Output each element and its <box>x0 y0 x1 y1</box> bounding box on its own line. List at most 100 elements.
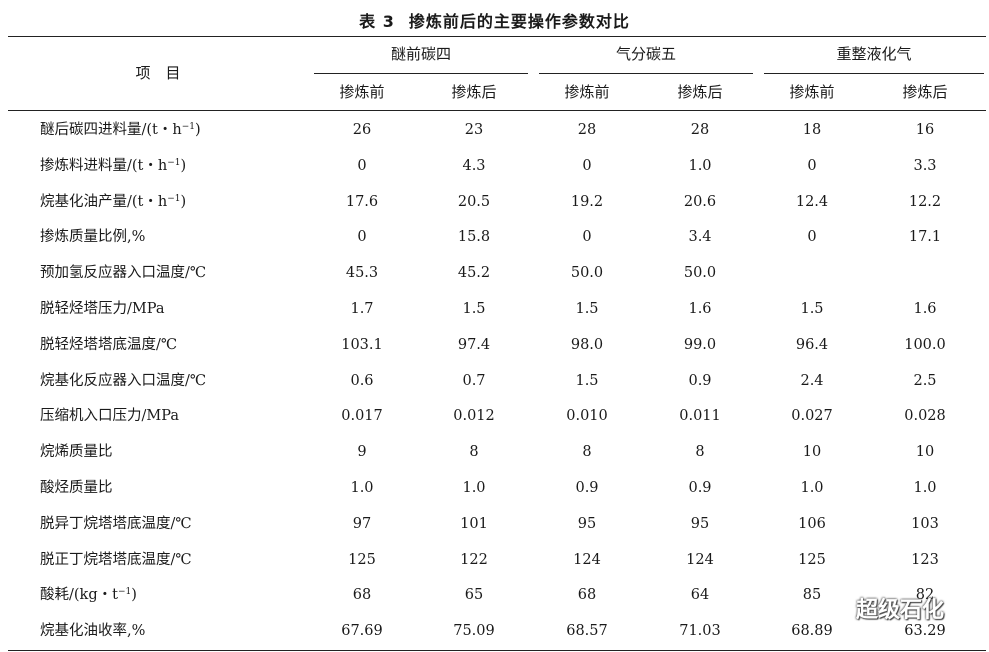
table-cell: 1.0 <box>800 480 824 496</box>
table-cell: 3.3 <box>913 158 937 174</box>
table-cell: 9 <box>357 444 367 460</box>
table-cell: 3.4 <box>688 229 712 245</box>
table-cell: 0.9 <box>575 480 599 496</box>
table-cell: 68 <box>577 587 597 603</box>
header-rule <box>8 110 986 111</box>
wechat-icon <box>821 596 848 618</box>
table-cell: 0.011 <box>679 408 721 424</box>
table-cell: 124 <box>686 552 714 568</box>
table-cell: 95 <box>690 516 710 532</box>
table-cell: 0 <box>807 158 817 174</box>
header-subhead: 掺炼后 <box>902 83 948 101</box>
table-cell: 1.0 <box>913 480 937 496</box>
table-cell: 1.6 <box>688 301 712 317</box>
table-cell: 85 <box>802 587 822 603</box>
row-label: 掺炼料进料量/(t・h−1) <box>40 158 187 174</box>
table-cell: 0.9 <box>688 373 712 389</box>
table-cell: 0 <box>582 158 592 174</box>
table-cell: 103 <box>911 516 939 532</box>
table-cell: 68.89 <box>791 623 833 639</box>
table-cell: 10 <box>915 444 935 460</box>
table-cell: 0.010 <box>566 408 608 424</box>
table-cell: 28 <box>690 122 710 138</box>
table-cell: 18 <box>802 122 822 138</box>
header-subhead: 掺炼前 <box>564 83 610 101</box>
table-cell: 1.5 <box>800 301 824 317</box>
table-cell: 8 <box>582 444 592 460</box>
table-cell: 0.7 <box>462 373 486 389</box>
table-cell: 2.4 <box>800 373 824 389</box>
row-label: 烷基化反应器入口温度/℃ <box>40 373 207 389</box>
table-cell: 0 <box>357 158 367 174</box>
table-cell: 1.5 <box>575 373 599 389</box>
header-item-label: 项 目 <box>135 64 181 82</box>
table-cell: 50.0 <box>570 265 604 281</box>
table-cell: 82 <box>915 587 935 603</box>
table-cell: 10 <box>802 444 822 460</box>
row-label: 酸烃质量比 <box>40 480 113 496</box>
table-cell: 64 <box>690 587 710 603</box>
table-cell: 19.2 <box>570 194 604 210</box>
table-cell: 0.017 <box>341 408 383 424</box>
header-subhead: 掺炼后 <box>451 83 497 101</box>
table-cell: 12.2 <box>908 194 942 210</box>
table-cell: 20.5 <box>457 194 491 210</box>
table-cell: 1.7 <box>350 301 374 317</box>
table-cell: 125 <box>348 552 376 568</box>
group-rule-3 <box>764 73 984 74</box>
table-cell: 97.4 <box>457 337 491 353</box>
table-cell: 1.0 <box>462 480 486 496</box>
table-cell: 20.6 <box>683 194 717 210</box>
table-cell: 50.0 <box>683 265 717 281</box>
table-cell: 67.69 <box>341 623 383 639</box>
table-cell: 97 <box>352 516 372 532</box>
table-cell: 0.6 <box>350 373 374 389</box>
header-group-1: 醚前碳四 <box>390 45 451 63</box>
table-cell: 15.8 <box>457 229 491 245</box>
table-cell: 12.4 <box>795 194 829 210</box>
table-cell: 26 <box>352 122 372 138</box>
table-cell: 1.6 <box>913 301 937 317</box>
table-cell: 65 <box>464 587 484 603</box>
table-cell: 0 <box>807 229 817 245</box>
group-rule-2 <box>539 73 753 74</box>
table-cell: 2.5 <box>913 373 937 389</box>
header-subhead: 掺炼前 <box>339 83 385 101</box>
row-label: 预加氢反应器入口温度/℃ <box>40 265 207 281</box>
table-cell: 123 <box>911 552 939 568</box>
row-label: 烷基化油产量/(t・h−1) <box>40 194 187 210</box>
row-label: 烷烯质量比 <box>40 444 113 460</box>
header-subhead: 掺炼后 <box>677 83 723 101</box>
group-rule-1 <box>314 73 528 74</box>
header-subhead: 掺炼前 <box>789 83 835 101</box>
table-cell: 1.0 <box>688 158 712 174</box>
table-cell: 101 <box>460 516 488 532</box>
row-label: 压缩机入口压力/MPa <box>40 408 179 424</box>
table-cell: 1.5 <box>462 301 486 317</box>
row-label: 酸耗/(kg・t−1) <box>40 587 137 603</box>
table-cell: 95 <box>577 516 597 532</box>
bottom-rule <box>8 650 986 651</box>
table-cell: 125 <box>798 552 826 568</box>
table-cell: 71.03 <box>679 623 721 639</box>
table-cell: 63.29 <box>904 623 946 639</box>
watermark-text: 超级石化 <box>856 598 945 623</box>
table-cell: 0.012 <box>453 408 495 424</box>
table-cell: 16 <box>915 122 935 138</box>
table-cell: 122 <box>460 552 488 568</box>
table-cell: 106 <box>798 516 826 532</box>
table-cell: 68.57 <box>566 623 608 639</box>
table-cell: 68 <box>352 587 372 603</box>
row-label: 脱轻烃塔塔底温度/℃ <box>40 337 178 353</box>
top-rule <box>8 36 986 37</box>
watermark: 超级石化 <box>820 588 980 628</box>
header-group-2: 气分碳五 <box>615 45 676 63</box>
row-label: 醚后碳四进料量/(t・h−1) <box>40 122 201 138</box>
table-title: 表 3 掺炼前后的主要操作参数对比 <box>0 8 989 32</box>
table-cell: 98.0 <box>570 337 604 353</box>
table-cell: 8 <box>469 444 479 460</box>
table-cell: 0 <box>582 229 592 245</box>
table-cell: 0.028 <box>904 408 946 424</box>
table-cell: 17.6 <box>345 194 379 210</box>
table-cell: 1.0 <box>350 480 374 496</box>
